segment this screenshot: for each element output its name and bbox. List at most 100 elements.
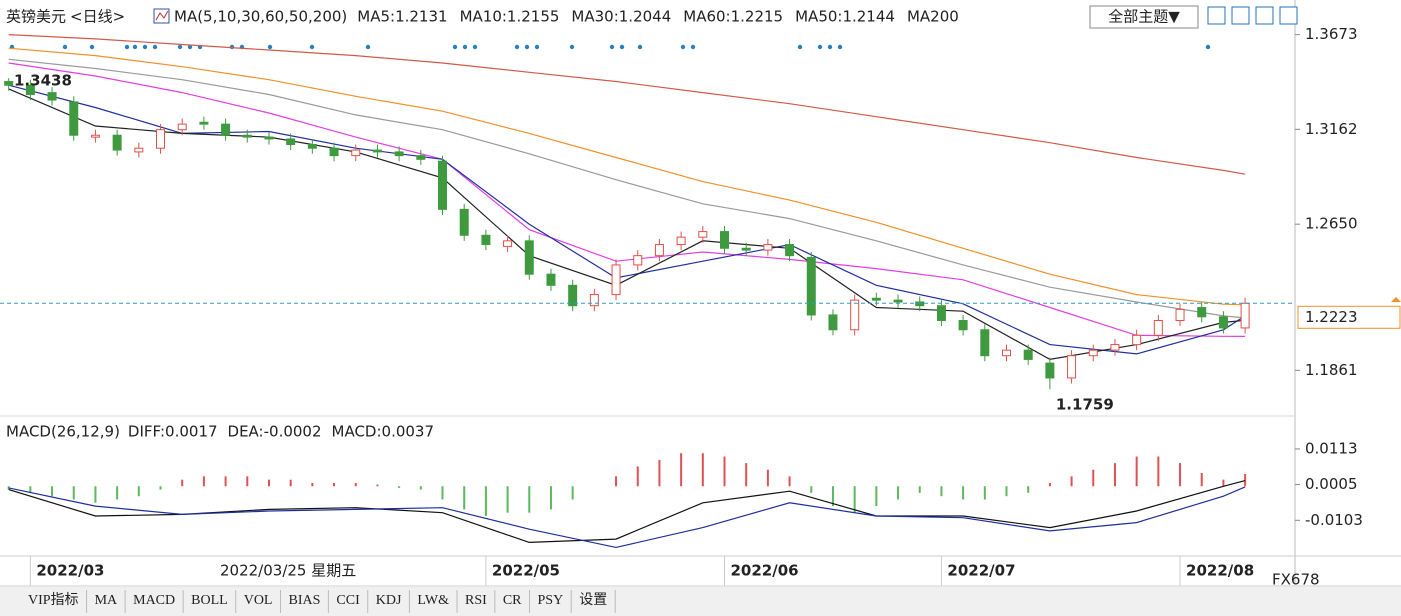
theme-button-label[interactable]: 全部主题▼	[1108, 8, 1180, 26]
y-tick-label: 1.3162	[1305, 120, 1358, 138]
candle-body	[25, 84, 35, 95]
candle-body	[763, 244, 773, 251]
y-tick-label: 1.3673	[1305, 25, 1358, 43]
candle-body	[1197, 307, 1207, 318]
period: <日线>	[70, 8, 125, 26]
low-annotation: 1.1759	[1056, 396, 1114, 414]
candle-body	[177, 123, 187, 131]
tab-label[interactable]: LW&	[417, 593, 449, 608]
candle-body	[481, 234, 491, 246]
candle-body	[1023, 349, 1033, 360]
candle-body	[1132, 334, 1142, 346]
legend-entry: MA10:1.2155	[460, 8, 560, 26]
tab-label[interactable]: BOLL	[191, 593, 228, 608]
candle-body	[134, 147, 144, 153]
candle-body	[806, 257, 816, 316]
candle-body	[69, 101, 79, 136]
tab-label[interactable]: PSY	[538, 593, 564, 608]
candle-body	[828, 314, 838, 331]
y-tick-label: -0.0103	[1305, 511, 1363, 529]
y-tick-label: 0.0005	[1305, 475, 1358, 493]
candle-body	[568, 284, 578, 307]
tab-label[interactable]: VIP指标	[28, 592, 79, 608]
tab-label[interactable]: RSI	[465, 593, 487, 608]
tab-label[interactable]: MA	[95, 593, 118, 608]
candle-body	[459, 208, 469, 236]
toolbar-icons[interactable]	[1207, 6, 1298, 25]
candle-body	[1088, 349, 1098, 357]
candle-body	[1218, 316, 1228, 329]
macd-legend: DIFF:0.0017	[128, 423, 218, 441]
tab-label[interactable]: CR	[503, 593, 522, 608]
ma-line	[8, 486, 1246, 549]
y-tick-label: 1.2650	[1305, 215, 1358, 233]
candle-body	[633, 255, 643, 266]
candle-body	[1153, 320, 1163, 336]
candle-body	[156, 129, 166, 149]
candle-body	[1067, 355, 1077, 379]
candle-body	[1240, 302, 1250, 329]
candle-body	[871, 297, 881, 301]
candle-body	[221, 123, 231, 136]
last-price-box	[1297, 305, 1401, 329]
tab-label[interactable]: CCI	[336, 593, 360, 608]
high-annotation: 1.3438	[14, 72, 72, 90]
candle-body	[4, 81, 14, 86]
cursor-date: 2022/03/25 星期五	[220, 562, 356, 580]
legend-entry: MA30:1.2044	[571, 8, 671, 26]
candle-body	[936, 305, 946, 322]
candle-body	[1175, 308, 1185, 322]
tab-label[interactable]: BIAS	[288, 593, 320, 608]
tab-label[interactable]: 设置	[579, 592, 607, 608]
candle-body	[980, 329, 990, 357]
candle-body	[394, 151, 404, 157]
candle-body	[329, 147, 339, 157]
candle-body	[503, 240, 513, 247]
candle-body	[741, 247, 751, 251]
candle-body	[307, 144, 317, 149]
x-tick-label: 2022/05	[492, 562, 560, 580]
candle-body	[90, 134, 100, 138]
tab-label[interactable]: KDJ	[376, 593, 402, 608]
tab-label[interactable]: VOL	[244, 593, 273, 608]
candle-body	[199, 121, 209, 125]
candle-body	[416, 155, 426, 160]
candle-body	[264, 136, 274, 140]
candle-body	[1001, 349, 1011, 357]
theme-button[interactable]	[1089, 5, 1199, 29]
macd-title: MACD(26,12,9)	[6, 423, 120, 441]
candle-body	[112, 134, 122, 151]
symbol: 英镑美元	[6, 8, 66, 26]
tab-label[interactable]: MACD	[133, 593, 175, 608]
ma-line	[8, 480, 1246, 544]
y-tick-label: 0.0113	[1305, 439, 1358, 457]
candle-body	[351, 149, 361, 157]
candle-body	[611, 264, 621, 296]
candle-body	[720, 231, 730, 249]
candle-body	[915, 301, 925, 307]
macd-legend: DEA:-0.0002	[228, 423, 322, 441]
legend-entry: MA60:1.2215	[683, 8, 783, 26]
candle-body	[524, 240, 534, 275]
candle-body	[589, 294, 599, 307]
watermark: FX678	[1272, 571, 1320, 589]
candle-body	[546, 273, 556, 286]
candle-body	[242, 134, 252, 138]
candle-body	[850, 299, 860, 331]
candle-body	[676, 236, 686, 246]
x-tick-label: 2022/08	[1186, 562, 1254, 580]
x-tick-label: 2022/07	[947, 562, 1015, 580]
candle-body	[698, 231, 708, 238]
price-arrow	[1391, 297, 1401, 302]
candle-body	[1110, 344, 1120, 351]
indicator-icon	[153, 8, 170, 24]
ma-line	[8, 34, 1246, 175]
ma-line	[8, 47, 1246, 306]
candle-body	[785, 244, 795, 257]
ma-line	[8, 58, 1246, 319]
macd-legend: MACD:0.0037	[332, 423, 435, 441]
candle-body	[958, 320, 968, 331]
candle-body	[372, 149, 382, 153]
candle-body	[438, 160, 448, 210]
